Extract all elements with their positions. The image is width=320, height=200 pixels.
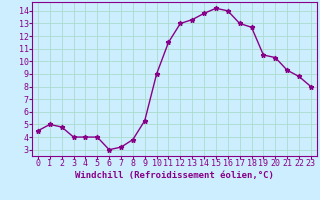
X-axis label: Windchill (Refroidissement éolien,°C): Windchill (Refroidissement éolien,°C) (75, 171, 274, 180)
